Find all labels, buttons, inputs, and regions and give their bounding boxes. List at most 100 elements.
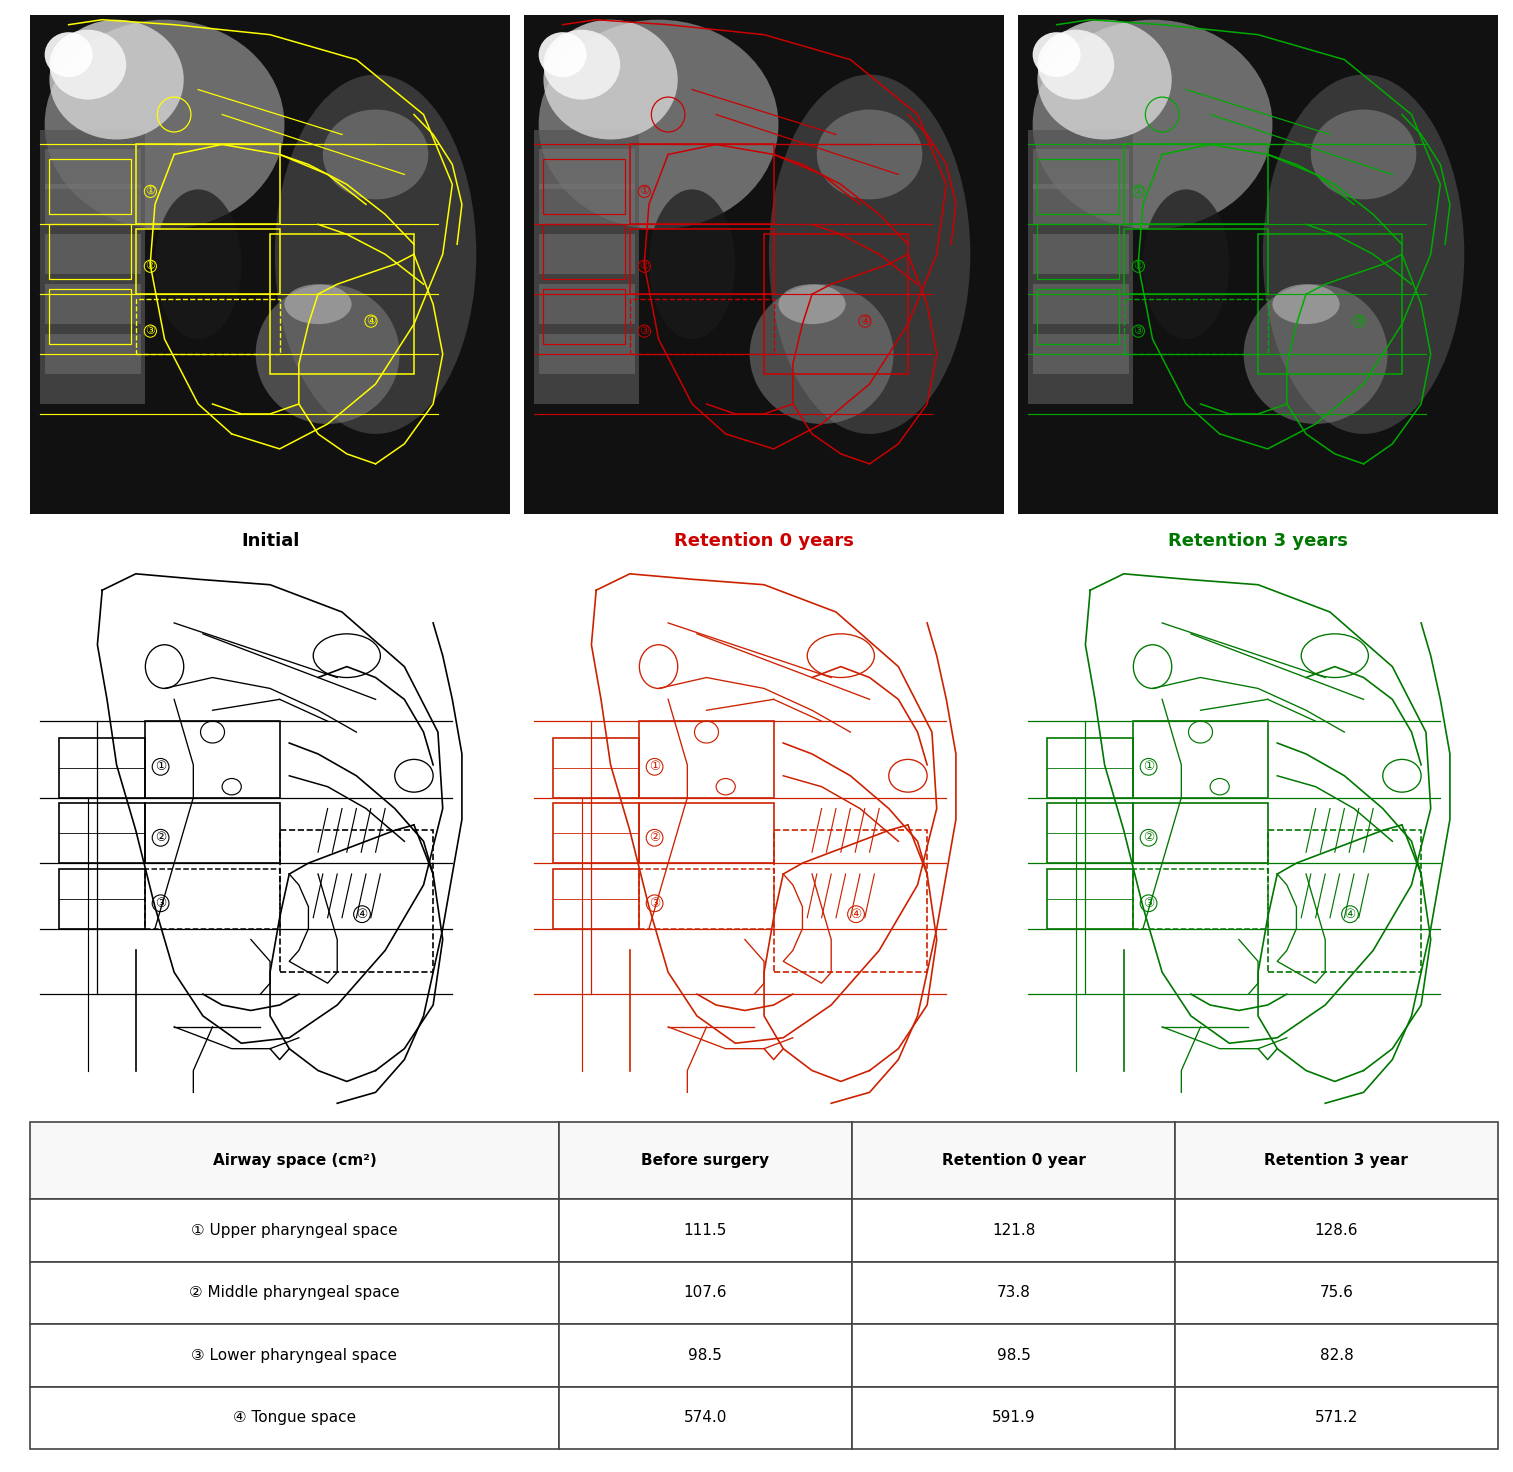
- Bar: [1033, 284, 1129, 324]
- Ellipse shape: [543, 29, 620, 100]
- Bar: [50, 159, 132, 215]
- Text: ④: ④: [859, 316, 870, 327]
- Text: ①: ①: [649, 761, 660, 773]
- Ellipse shape: [749, 284, 894, 424]
- Ellipse shape: [1272, 284, 1339, 324]
- Bar: [1038, 159, 1120, 215]
- Ellipse shape: [284, 284, 351, 324]
- Ellipse shape: [154, 190, 241, 339]
- Bar: [45, 150, 141, 190]
- Bar: [39, 130, 145, 403]
- Ellipse shape: [779, 284, 846, 324]
- Text: ②: ②: [1142, 832, 1154, 845]
- Bar: [1033, 334, 1129, 374]
- Ellipse shape: [45, 19, 284, 230]
- Ellipse shape: [322, 109, 428, 199]
- Bar: [136, 230, 280, 294]
- Ellipse shape: [256, 284, 399, 424]
- Ellipse shape: [769, 75, 970, 434]
- Bar: [280, 830, 433, 973]
- Bar: [1124, 144, 1268, 224]
- Bar: [773, 830, 927, 973]
- Bar: [1133, 804, 1268, 863]
- Bar: [145, 721, 280, 798]
- Bar: [764, 234, 908, 374]
- Ellipse shape: [539, 32, 587, 77]
- Text: ③: ③: [1133, 327, 1144, 336]
- Bar: [554, 868, 640, 929]
- Ellipse shape: [1033, 32, 1080, 77]
- Text: ①: ①: [1142, 761, 1154, 773]
- Text: ②: ②: [1133, 261, 1144, 271]
- Ellipse shape: [1038, 19, 1171, 140]
- Ellipse shape: [543, 19, 678, 140]
- Ellipse shape: [1263, 75, 1465, 434]
- Text: ③: ③: [145, 327, 156, 336]
- Bar: [1124, 230, 1268, 294]
- Ellipse shape: [50, 29, 126, 100]
- Bar: [543, 159, 625, 215]
- Text: ②: ②: [145, 261, 156, 271]
- Bar: [45, 334, 141, 374]
- Bar: [45, 284, 141, 324]
- Bar: [59, 804, 145, 863]
- Bar: [554, 804, 640, 863]
- Text: ①: ①: [640, 187, 649, 196]
- Ellipse shape: [539, 19, 779, 230]
- Bar: [1133, 868, 1268, 929]
- Ellipse shape: [50, 19, 183, 140]
- Bar: [539, 334, 634, 374]
- Ellipse shape: [45, 32, 92, 77]
- Bar: [1133, 721, 1268, 798]
- Text: ④: ④: [850, 908, 861, 920]
- Bar: [640, 868, 773, 929]
- Bar: [50, 224, 132, 280]
- Text: ④: ④: [366, 316, 377, 327]
- Bar: [640, 804, 773, 863]
- Bar: [1047, 868, 1133, 929]
- Text: ④: ④: [1345, 908, 1356, 920]
- Ellipse shape: [1310, 109, 1416, 199]
- Bar: [59, 868, 145, 929]
- Text: ②: ②: [649, 832, 660, 845]
- Ellipse shape: [1038, 29, 1114, 100]
- Bar: [269, 234, 415, 374]
- Bar: [1038, 289, 1120, 344]
- Bar: [629, 230, 773, 294]
- Text: ④: ④: [357, 908, 368, 920]
- Text: ④: ④: [1354, 316, 1365, 327]
- Bar: [45, 184, 141, 224]
- Text: ①: ①: [154, 761, 166, 773]
- Text: ③: ③: [649, 896, 660, 910]
- Text: Retention 0 years: Retention 0 years: [675, 531, 853, 551]
- Bar: [539, 150, 634, 190]
- Text: Retention 3 years: Retention 3 years: [1168, 531, 1348, 551]
- Bar: [1047, 737, 1133, 798]
- Bar: [1033, 150, 1129, 190]
- Bar: [629, 144, 773, 224]
- Bar: [539, 184, 634, 224]
- Bar: [145, 868, 280, 929]
- Ellipse shape: [817, 109, 923, 199]
- Bar: [640, 721, 773, 798]
- Bar: [1033, 184, 1129, 224]
- Bar: [136, 144, 280, 224]
- Text: ③: ③: [1142, 896, 1154, 910]
- Bar: [539, 284, 634, 324]
- Bar: [59, 737, 145, 798]
- Ellipse shape: [1244, 284, 1387, 424]
- Bar: [554, 737, 640, 798]
- Ellipse shape: [275, 75, 477, 434]
- Ellipse shape: [1033, 19, 1272, 230]
- Text: ③: ③: [154, 896, 166, 910]
- Bar: [539, 234, 634, 274]
- Bar: [543, 289, 625, 344]
- Bar: [1033, 234, 1129, 274]
- Ellipse shape: [1142, 190, 1229, 339]
- Bar: [1027, 130, 1133, 403]
- Bar: [1259, 234, 1403, 374]
- Bar: [1124, 299, 1268, 355]
- Bar: [534, 130, 640, 403]
- Bar: [50, 289, 132, 344]
- Text: ③: ③: [640, 327, 649, 336]
